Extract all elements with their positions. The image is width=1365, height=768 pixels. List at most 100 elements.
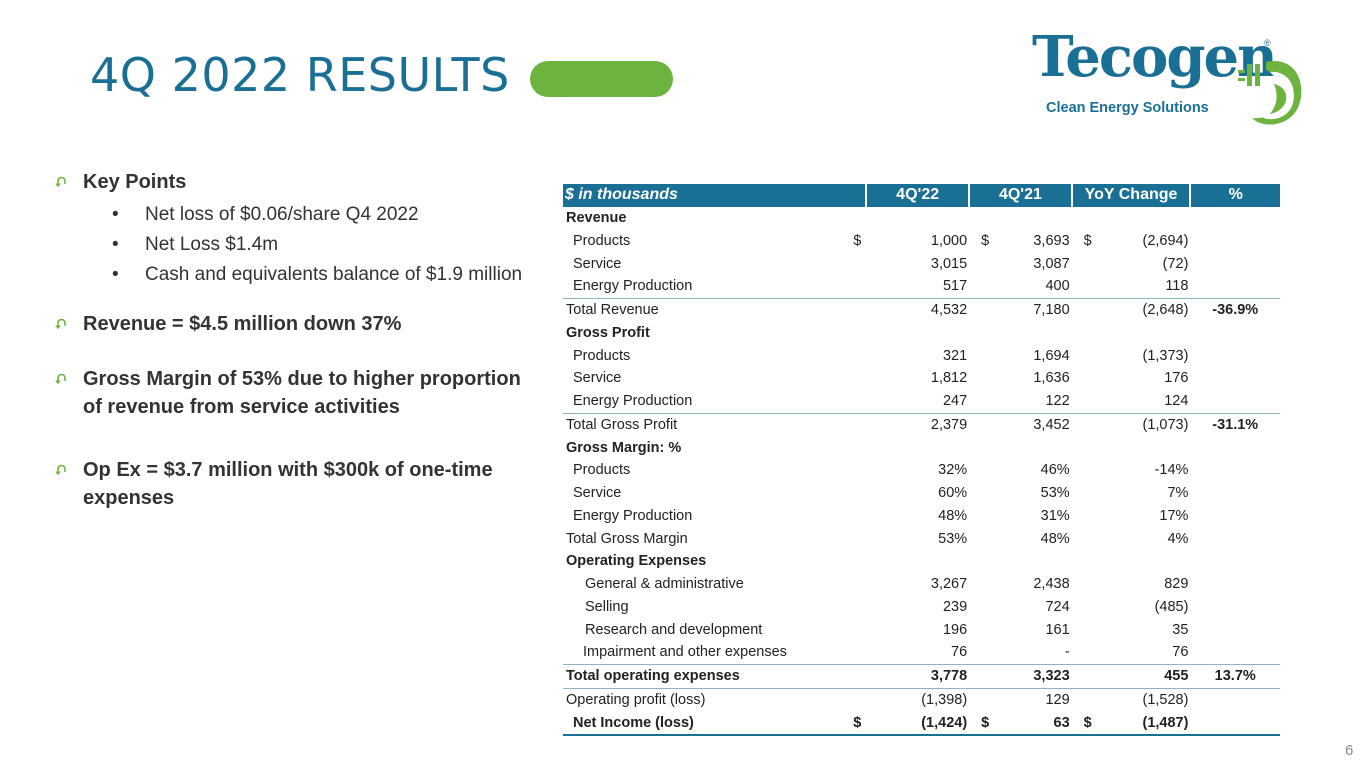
point-text: Revenue = $4.5 million down 37% (83, 313, 402, 335)
key-points-list: Net loss of $0.06/share Q4 2022 Net Loss… (112, 200, 535, 290)
value-pct (1190, 482, 1280, 505)
row-label: Total Revenue (563, 297, 842, 322)
currency-22 (841, 367, 866, 390)
table-row: Total Gross Profit 2,379 3,452 (1,073) -31.1… (563, 412, 1280, 437)
currency-22 (841, 687, 867, 712)
value-4q22 (866, 436, 969, 459)
row-label: Revenue (566, 210, 627, 227)
page-title: 4Q 2022 RESULTS (90, 48, 510, 102)
row-label: General & administrative (585, 576, 744, 593)
row-label: Total operating expenses (563, 663, 842, 688)
row-label: Energy Production (573, 393, 693, 410)
row-label: Operating Expenses (566, 553, 707, 570)
table-row: Total Revenue 4,532 7,180 (2,648) -36.9% (563, 297, 1280, 322)
value-4q22: 239 (942, 598, 968, 615)
value-pct (1190, 344, 1280, 367)
row-label: Net Income (loss) (563, 711, 842, 736)
value-4q21: $3,693 (969, 230, 1071, 253)
value-4q21: - (1064, 644, 1070, 661)
currency-22 (841, 390, 866, 413)
value-yoy-change: (2,648) (1071, 297, 1191, 322)
value-yoy-change (1072, 322, 1191, 345)
bullet-gross-margin: ⮏ Gross Margin of 53% due to higher prop… (55, 365, 535, 421)
arrow-bullet-icon: ⮏ (55, 371, 67, 387)
table-row: Total operating expenses 3,778 3,323 455 13.… (563, 663, 1280, 688)
value-4q21: 3,087 (1033, 255, 1070, 272)
arrow-bullet-icon: ⮏ (55, 316, 67, 332)
row-label: Total Gross Profit (563, 412, 842, 437)
table-row: Products $1,000 $3,693 $ (2,694) (563, 230, 1280, 253)
list-item: Net Loss $1.4m (112, 230, 535, 260)
currency-22: $ (853, 232, 862, 249)
value-yoy-change: 176 (1164, 370, 1189, 387)
value-pct (1190, 207, 1280, 230)
currency-22 (841, 322, 866, 345)
row-label: Service (573, 255, 622, 272)
value-4q22: (1,424) (866, 711, 970, 736)
currency-symbol: $ (981, 232, 990, 249)
row-label: Research and development (585, 621, 763, 638)
financial-table: $ in thousands 4Q'22 4Q'21 YoY Change % … (563, 184, 1280, 736)
cell-value: 3,693 (1033, 232, 1070, 249)
value-4q21: 53% (1040, 485, 1070, 502)
table-row: Operating profit (loss) (1,398) 129 (1,528) (563, 687, 1280, 712)
currency-22 (841, 436, 866, 459)
value-4q22: 321 (942, 347, 968, 364)
value-pct (1190, 230, 1280, 253)
value-pct (1190, 275, 1280, 298)
value-pct (1190, 618, 1280, 641)
row-label: Impairment and other expenses (583, 644, 787, 661)
value-4q22: 517 (942, 278, 968, 295)
currency-symbol: $ (1083, 232, 1092, 249)
currency-22 (841, 412, 867, 437)
value-yoy-change: 118 (1165, 278, 1189, 295)
value-pct (1190, 641, 1280, 664)
table-row: Gross Margin: % (563, 436, 1280, 459)
point-text: Gross Margin of 53% due to higher propor… (83, 368, 521, 418)
value-pct (1190, 459, 1280, 482)
value-4q22: 60% (938, 485, 968, 502)
value-yoy-change: (1,073) (1071, 412, 1191, 437)
list-item: Cash and equivalents balance of $1.9 mil… (112, 260, 535, 290)
row-label: Gross Profit (566, 324, 650, 341)
row-label: Total Gross Margin (566, 530, 688, 547)
currency-22 (841, 550, 866, 573)
table-row: Service 3,015 3,087 (72) (563, 252, 1280, 275)
table-row: Total Gross Margin 53% 48% 4% (563, 527, 1280, 550)
value-pct: 13.7% (1190, 663, 1280, 688)
value-4q21: 7,180 (969, 297, 1072, 322)
logo-tagline: Clean Energy Solutions (1046, 100, 1209, 116)
table-row: Selling 239 724 (485) (563, 596, 1280, 619)
value-4q22: 196 (942, 621, 968, 638)
logo-registered-mark: ® (1264, 38, 1271, 48)
value-4q21 (969, 207, 1071, 230)
value-yoy-change: (72) (1162, 255, 1189, 272)
value-4q21: 46% (1040, 462, 1070, 479)
value-yoy-change: 829 (1164, 576, 1189, 593)
header-pct: % (1189, 184, 1280, 207)
cell-value: (2,694) (1142, 232, 1189, 249)
value-4q21: 31% (1040, 507, 1070, 524)
currency-22 (841, 252, 866, 275)
currency-symbol: $ (981, 714, 990, 731)
value-4q21 (969, 550, 1071, 573)
header-label: $ in thousands (563, 184, 867, 207)
currency-22 (841, 482, 866, 505)
list-item: Net loss of $0.06/share Q4 2022 (112, 200, 535, 230)
value-4q21: 1,636 (1033, 370, 1070, 387)
arrow-bullet-icon: ⮏ (55, 174, 67, 190)
value-4q22 (866, 207, 969, 230)
bullet-key-points: ⮏ Key Points (55, 168, 535, 196)
currency-22 (841, 663, 867, 688)
value-4q22: 3,015 (930, 255, 968, 272)
cell-value: (1,487) (1142, 714, 1189, 731)
value-4q22: 1,812 (930, 370, 968, 387)
value-pct (1190, 687, 1280, 712)
header-4q21: 4Q'21 (968, 184, 1072, 207)
currency-22: $ (841, 711, 867, 736)
value-4q21 (969, 436, 1071, 459)
key-points-section: ⮏ Key Points Net loss of $0.06/share Q4 … (55, 168, 535, 512)
table-row: Impairment and other expenses 76 - 76 (563, 641, 1280, 664)
value-4q21: 400 (1045, 278, 1070, 295)
table-row: Gross Profit (563, 322, 1280, 345)
